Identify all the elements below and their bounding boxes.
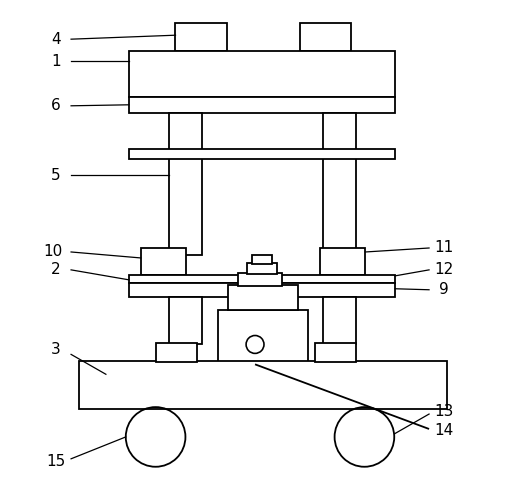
Text: 3: 3 — [51, 342, 61, 357]
Bar — [129, 283, 395, 297]
Text: 15: 15 — [47, 454, 66, 469]
Text: 13: 13 — [434, 404, 454, 418]
Bar — [169, 297, 202, 344]
Bar — [252, 255, 272, 264]
Text: 11: 11 — [434, 241, 454, 255]
Bar — [140, 248, 187, 275]
Bar — [176, 23, 227, 51]
Bar — [79, 361, 447, 409]
Bar — [129, 97, 395, 113]
Bar — [300, 23, 352, 51]
Bar — [323, 113, 356, 255]
Bar — [238, 273, 282, 286]
Bar — [315, 343, 356, 362]
Bar — [228, 285, 298, 310]
Bar — [247, 263, 277, 274]
Text: 1: 1 — [51, 53, 61, 69]
Text: 14: 14 — [434, 423, 454, 439]
Bar — [156, 343, 198, 362]
Bar — [323, 297, 356, 344]
Text: 6: 6 — [51, 98, 61, 113]
Text: 9: 9 — [439, 282, 449, 297]
Bar — [169, 113, 202, 255]
Text: 4: 4 — [51, 32, 61, 46]
Text: 10: 10 — [43, 245, 63, 259]
Text: 12: 12 — [434, 262, 454, 277]
Text: 2: 2 — [51, 262, 61, 277]
Bar — [219, 310, 308, 365]
Bar — [129, 149, 395, 159]
Bar — [129, 275, 395, 283]
Text: 5: 5 — [51, 168, 61, 183]
Bar — [129, 51, 395, 97]
Bar — [320, 248, 365, 275]
